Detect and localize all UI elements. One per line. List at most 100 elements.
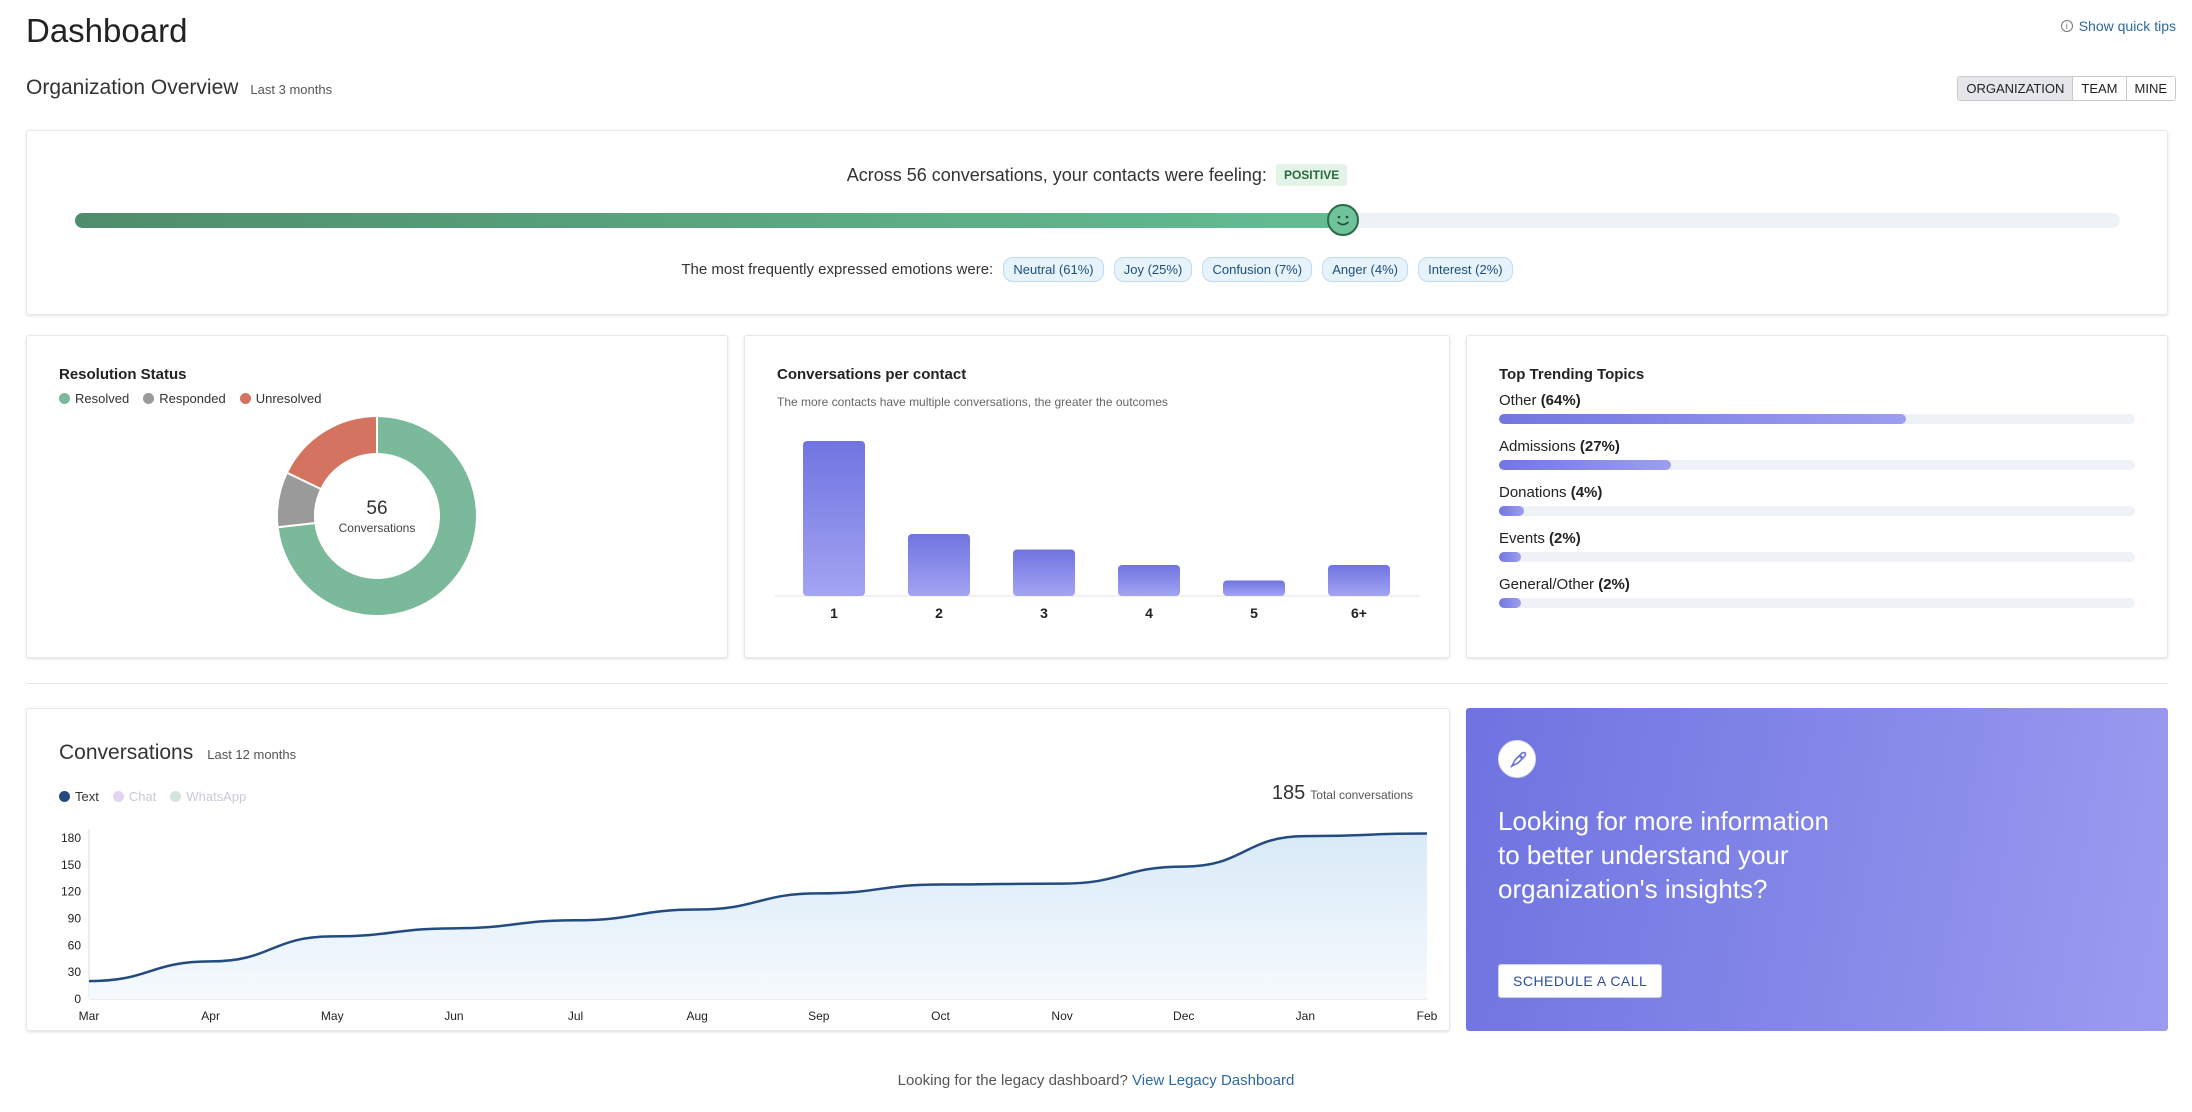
conversations-legend: Text Chat WhatsApp [59, 789, 246, 804]
quick-tips-link[interactable]: i Show quick tips [2060, 18, 2176, 34]
legend-whatsapp-label: WhatsApp [186, 789, 247, 804]
section-divider [26, 683, 2168, 684]
topic-bar-track [1499, 460, 2135, 470]
emotion-chip-anger: Anger (4%) [1322, 257, 1408, 282]
legend-resolved[interactable]: Resolved [59, 391, 129, 406]
topics-list: Other (64%) Admissions (27%) Donations (… [1499, 392, 2135, 608]
topic-item: Other (64%) [1499, 392, 2135, 424]
topic-pct: (27%) [1579, 438, 1620, 455]
smiley-icon [1326, 204, 1359, 236]
legend-unresolved[interactable]: Unresolved [239, 391, 322, 406]
topic-item: Admissions (27%) [1499, 438, 2135, 470]
series-line-text [88, 832, 1428, 983]
sentiment-summary: Across 56 conversations, your contacts w… [27, 164, 2167, 186]
legend-responded[interactable]: Responded [143, 391, 226, 406]
page-title: Dashboard [26, 12, 188, 49]
area-fill [89, 833, 1427, 999]
x-tick-label: Sep [808, 1009, 830, 1023]
emotions-row: The most frequently expressed emotions w… [27, 257, 2167, 282]
donut-slice-unresolved[interactable] [285, 416, 378, 491]
x-tick-label: May [321, 1009, 344, 1023]
footer: Looking for the legacy dashboard? View L… [0, 1072, 2192, 1089]
x-tick-label: Jun [444, 1009, 463, 1023]
topic-name: Other [1499, 392, 1537, 409]
conversations-period: Last 12 months [207, 747, 297, 762]
schedule-call-button[interactable]: SCHEDULE A CALL [1498, 964, 1663, 998]
bar-2[interactable] [908, 534, 970, 596]
x-tick-label: Oct [931, 1009, 950, 1023]
topic-bar-fill [1499, 460, 1671, 470]
sentiment-fill [75, 213, 1343, 228]
legend-text[interactable]: Text [59, 789, 99, 804]
x-tick-label: Jul [568, 1009, 583, 1023]
topic-name: Donations [1499, 484, 1567, 501]
topic-bar-track [1499, 552, 2135, 562]
y-tick-label: 180 [61, 831, 81, 845]
tab-organization[interactable]: ORGANIZATION [1958, 77, 2073, 100]
topic-pct: (2%) [1598, 576, 1630, 593]
scope-switcher: ORGANIZATION TEAM MINE [1957, 76, 2176, 101]
sentiment-badge: POSITIVE [1275, 164, 1348, 186]
x-tick-label: Aug [687, 1009, 708, 1023]
conversations-heading: Conversations Last 12 months [59, 741, 296, 765]
y-tick-label: 120 [61, 885, 81, 899]
topic-item: General/Other (2%) [1499, 576, 2135, 608]
topic-bar-fill [1499, 598, 1522, 608]
emotion-chip-neutral: Neutral (61%) [1003, 257, 1104, 282]
overview-period: Last 3 months [250, 82, 333, 97]
topic-bar-fill [1499, 552, 1522, 562]
topic-bar-fill [1499, 414, 1907, 424]
topic-name: Admissions [1499, 438, 1576, 455]
legend-chat[interactable]: Chat [112, 789, 156, 804]
per-contact-subtitle: The more contacts have multiple conversa… [777, 395, 1168, 409]
tab-mine[interactable]: MINE [2125, 77, 2175, 100]
total-label: Total conversations [1310, 788, 1413, 802]
y-tick-label: 150 [61, 858, 81, 872]
topics-card: Top Trending Topics Other (64%) Admissio… [1466, 335, 2168, 658]
x-tick-label: Dec [1173, 1009, 1194, 1023]
total-value: 185 [1271, 782, 1306, 804]
emotion-chip-confusion: Confusion (7%) [1202, 257, 1313, 282]
conversations-line-chart: 0 30 60 90 120 150 180 Mar Apr May Jun Jul Aug Sep Oct… [61, 829, 1437, 1023]
bar-category-label: 6+ [1351, 605, 1367, 621]
rocket-icon [1498, 740, 1536, 778]
bar-5[interactable] [1223, 580, 1285, 597]
donut-center-label: Conversations [339, 521, 416, 535]
topic-pct: (4%) [1570, 484, 1603, 501]
topic-pct: (2%) [1549, 530, 1581, 547]
legend-unresolved-label: Unresolved [255, 391, 322, 406]
per-contact-title: Conversations per contact [777, 366, 967, 383]
tab-team[interactable]: TEAM [2072, 77, 2126, 100]
total-conversations: 185 Total conversations [1272, 782, 1413, 805]
legend-responded-label: Responded [159, 391, 226, 406]
x-tick-label: Apr [201, 1009, 220, 1023]
y-tick-label: 90 [68, 911, 82, 925]
bar-category-label: 3 [1040, 605, 1048, 621]
x-tick-label: Feb [1417, 1009, 1437, 1023]
per-contact-bar-chart: 1 2 3 4 5 6+ [775, 441, 1420, 621]
topic-bar-fill [1499, 506, 1525, 516]
promo-text: Looking for more information to better u… [1498, 806, 1829, 904]
bar-4[interactable] [1118, 565, 1180, 596]
overview-heading: Organization Overview Last 3 months [26, 76, 332, 100]
donut-slice-resolved[interactable] [277, 416, 477, 616]
bar-category-label: 2 [935, 605, 943, 621]
resolution-donut-chart: 56 Conversations [277, 416, 477, 616]
topic-name: General/Other [1499, 576, 1595, 593]
bar-1[interactable] [803, 441, 865, 596]
bar-3[interactable] [1013, 549, 1075, 597]
topic-bar-track [1499, 414, 2135, 424]
footer-text: Looking for the legacy dashboard? [897, 1072, 1128, 1089]
emotions-label: The most frequently expressed emotions w… [681, 261, 994, 278]
topic-item: Events (2%) [1499, 530, 2135, 562]
bar-6+[interactable] [1328, 565, 1390, 596]
legend-whatsapp[interactable]: WhatsApp [170, 789, 246, 804]
topic-pct: (64%) [1540, 392, 1581, 409]
legacy-dashboard-link[interactable]: View Legacy Dashboard [1132, 1072, 1295, 1089]
legend-text-label: Text [75, 789, 99, 804]
y-tick-label: 30 [68, 965, 82, 979]
resolution-card: Resolution Status Resolved Responded Unr… [26, 335, 728, 658]
y-tick-label: 60 [68, 938, 82, 952]
bar-category-label: 1 [830, 605, 838, 621]
conversations-card: Conversations Last 12 months Text Chat W… [26, 708, 1450, 1031]
